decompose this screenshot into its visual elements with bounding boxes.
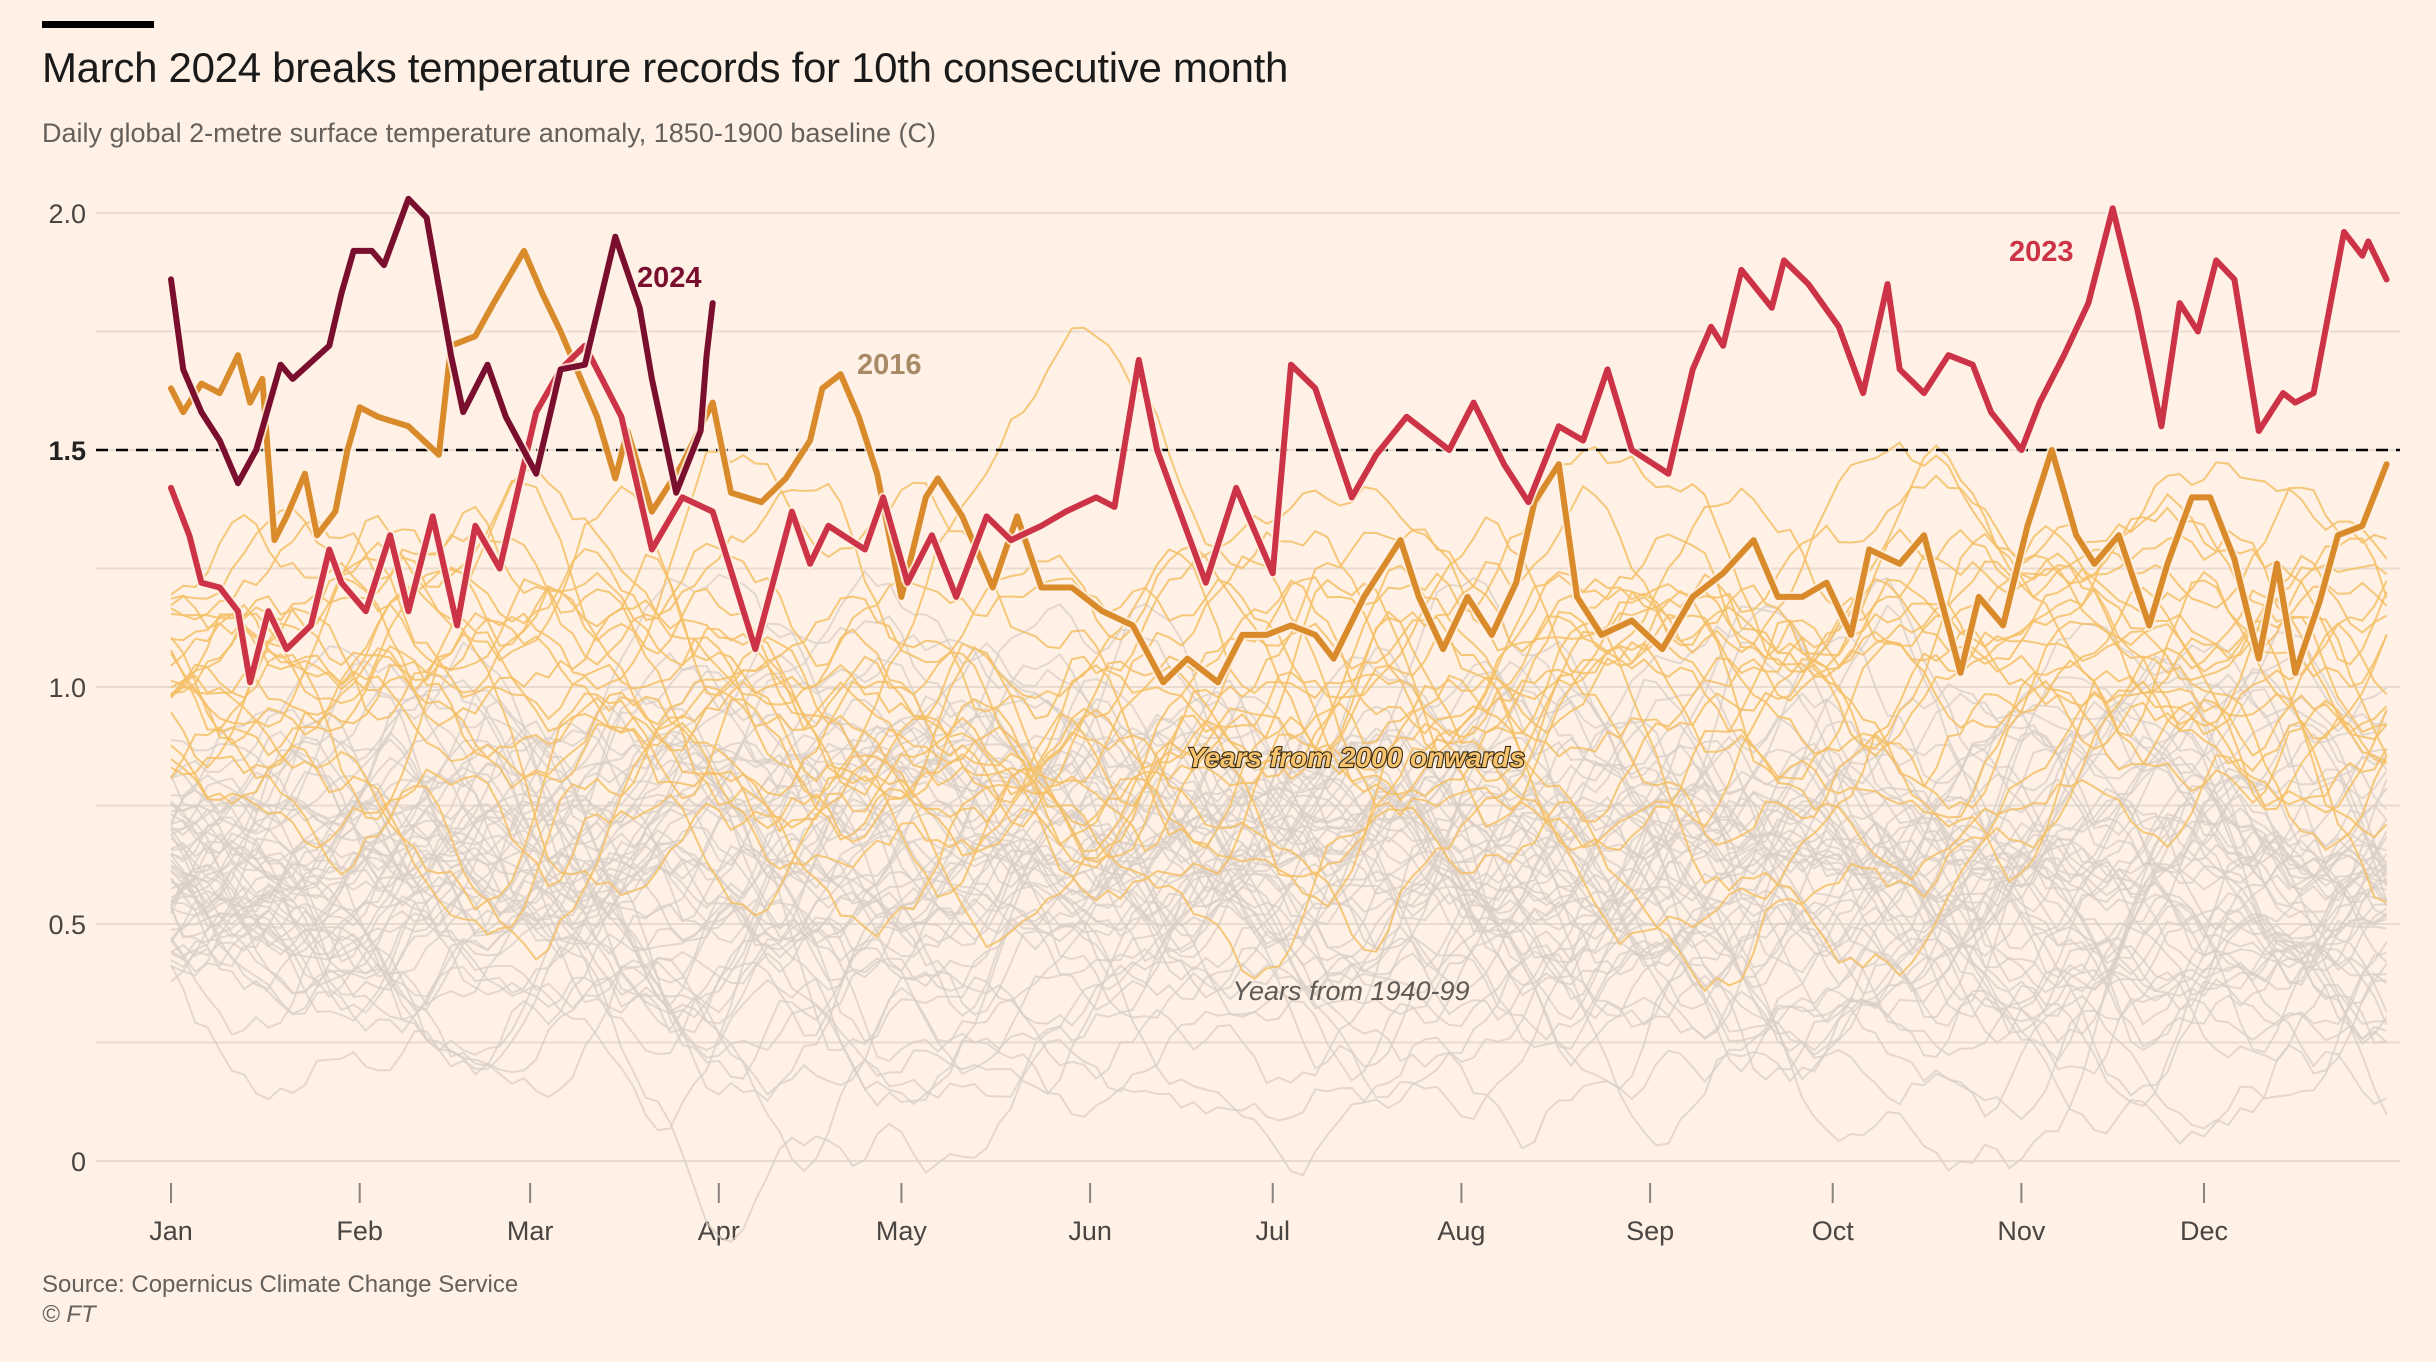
series-line-background [170, 799, 2387, 1070]
series-line-background [170, 571, 2387, 902]
series-line-background [170, 723, 2387, 1062]
y-tick-label: 1.5 [48, 436, 86, 466]
x-tick-label: Mar [507, 1216, 554, 1246]
x-tick-label: Jul [1255, 1216, 1290, 1246]
series-line-background [170, 711, 2388, 1059]
series-line-background [170, 461, 2388, 833]
series-line-background [170, 602, 2388, 972]
x-tick-label: Jun [1068, 1216, 1112, 1246]
series-line-background [170, 747, 2388, 1056]
x-tick-label: Sep [1626, 1216, 1674, 1246]
copyright: © FT [42, 1301, 96, 1328]
series-line-background [170, 742, 2387, 1121]
label-2023: 2023 [2009, 236, 2074, 268]
x-tick-label: May [876, 1216, 928, 1246]
x-tick-label: Jan [149, 1216, 193, 1246]
series-line-background [170, 740, 2388, 1022]
series-line-background [170, 533, 2388, 961]
y-axis: 0 0.5 1.0 1.5 2.0 [48, 199, 86, 1177]
x-axis: Jan Feb Mar Apr May Jun Jul Aug Sep Oct Nov Dec [149, 1183, 2228, 1246]
series-labels: Years from 2000 onwards Years from 1940-… [637, 236, 2074, 1006]
series-line-2024 [168, 195, 716, 496]
series-line-background [170, 856, 2388, 1173]
x-tick-label: Feb [336, 1216, 383, 1246]
label-2024: 2024 [637, 262, 702, 294]
source-note: Source: Copernicus Climate Change Servic… [42, 1271, 519, 1298]
series-line-background [170, 747, 2388, 1177]
series-line-background [170, 479, 2388, 883]
series-line-background [170, 554, 2388, 939]
series-line-background [170, 752, 2388, 995]
series-line-background [170, 585, 2388, 993]
y-tick-label: 0.5 [48, 910, 86, 940]
label-2016: 2016 [857, 349, 922, 381]
series-line-background [170, 783, 2388, 1106]
series-group-1940-99 [170, 569, 2388, 1244]
x-tick-label: Dec [2180, 1216, 2228, 1246]
highlight-series [166, 193, 2392, 688]
series-line-2023 [168, 205, 2390, 686]
series-group-2000-onwards [170, 326, 2388, 993]
series-line-background [170, 733, 2388, 1132]
series-line-2016 [168, 247, 2390, 686]
series-line-background [170, 486, 2388, 870]
chart-footer: Source: Copernicus Climate Change Servic… [42, 1270, 518, 1330]
series-line-background [170, 569, 2387, 1026]
series-line-background [170, 816, 2387, 1244]
series-line-background [170, 505, 2388, 850]
label-2000-onwards: Years from 2000 onwards [1187, 742, 1525, 773]
series-line-background [170, 705, 2388, 995]
x-tick-label: Aug [1437, 1216, 1485, 1246]
x-tick-label: Oct [1812, 1216, 1855, 1246]
series-line-background [170, 567, 2387, 953]
series-line-background [170, 770, 2387, 1085]
series-line-background [170, 537, 2388, 946]
series-line-background [170, 742, 2387, 991]
series-line-background [170, 720, 2387, 1051]
ft-top-bar [42, 21, 154, 28]
chart-subtitle: Daily global 2-metre surface temperature… [42, 118, 936, 148]
series-line-background [170, 620, 2388, 912]
series-line-background [170, 631, 2388, 881]
series-line-background [170, 679, 2388, 1028]
x-tick-label: Nov [1997, 1216, 2046, 1246]
chart-title: March 2024 breaks temperature records fo… [42, 44, 1289, 91]
series-line-background [170, 641, 2388, 964]
series-line-background [170, 786, 2388, 1122]
y-tick-label: 1.0 [48, 673, 86, 703]
series-line-background [170, 729, 2387, 1096]
y-tick-label: 2.0 [48, 199, 86, 229]
y-tick-label: 0 [71, 1147, 86, 1177]
label-1940-99: Years from 1940-99 [1232, 976, 1469, 1006]
x-tick-label: Apr [698, 1216, 740, 1246]
series-line-background [170, 576, 2388, 886]
